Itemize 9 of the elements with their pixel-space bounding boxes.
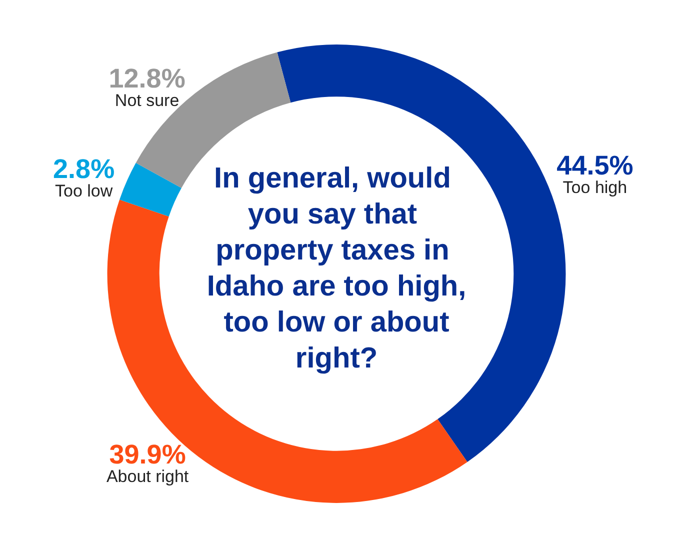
text: In general, would you say that property taxes in Idaho are too high, too low or about right? <box>206 162 466 374</box>
slice-label: Too high <box>562 178 628 197</box>
slice-label: About right <box>106 467 189 486</box>
slice-label: Not sure <box>114 90 180 110</box>
data-label: 2.8% <box>53 154 115 184</box>
slice-label: Too low <box>54 182 114 201</box>
data-label: 12.8% <box>108 63 186 94</box>
data-label: 44.5% <box>556 150 634 180</box>
data-label: 39.9% <box>109 440 186 470</box>
